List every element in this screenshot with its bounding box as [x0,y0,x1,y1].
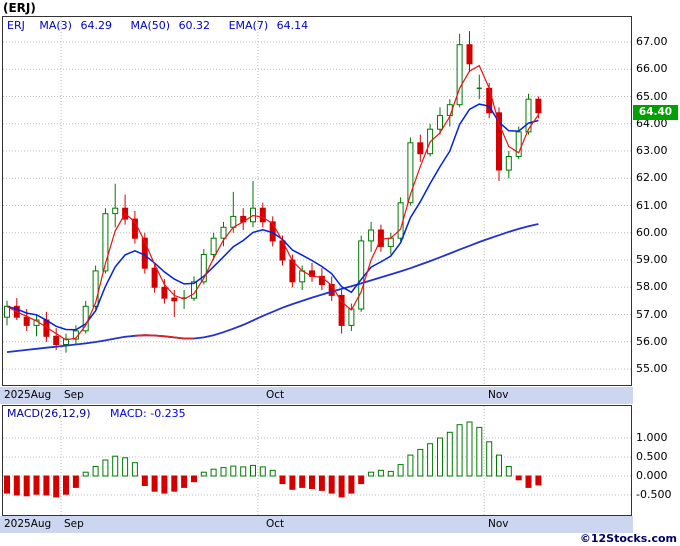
macd-legend-name: MACD(26,12,9) [7,407,91,420]
price-axis-label: 58.00 [636,280,668,294]
macd-axis-label: -0.500 [636,488,672,501]
price-axis-label: 67.00 [636,35,668,48]
x-axis-month-label: Sep [64,518,84,530]
macd-legend-value: MACD: -0.235 [110,407,186,420]
legend-ma3-label: MA(3) [39,19,72,32]
price-axis-label: 55.00 [636,362,668,375]
x-axis-month-label: Nov [488,389,509,401]
price-axis-label: 61.00 [636,198,668,212]
macd-axis-label: 0.500 [636,450,668,463]
x-axis-band-top: 2025Aug Sep Oct Nov [0,387,633,404]
x-axis-month-label: Oct [266,389,285,401]
x-axis-month-label: 2025Aug [4,389,52,401]
x-axis-month-label: 2025Aug [4,518,52,530]
last-price-badge: 64.40 [633,105,678,120]
price-legend: ERJ MA(3) 64.29 MA(50) 60.32 EMA(7) 64.1… [7,19,323,32]
x-axis-month-label: Nov [488,518,509,530]
legend-ma3-value: 64.29 [80,19,112,32]
price-axis-label: 56.00 [636,334,668,348]
macd-legend: MACD(26,12,9) MACD: -0.235 [7,407,186,420]
x-axis-band-bottom: 2025Aug Sep Oct Nov [0,516,633,533]
price-axis-label: 57.00 [636,307,668,321]
macd-axis-label: 0.000 [636,469,668,482]
price-axis-label: 60.00 [636,225,668,239]
price-axis-label: 63.00 [636,144,668,157]
price-axis-label: 65.00 [636,89,668,103]
macd-chart-canvas [3,406,631,515]
page-title: (ERJ) [3,1,36,15]
legend-ma50-value: 60.32 [178,19,211,32]
copyright-watermark: ©12Stocks.com [579,532,677,545]
legend-ema7-value: 64.14 [276,19,309,32]
x-axis-month-label: Sep [64,389,84,401]
legend-symbol: ERJ [7,19,25,32]
price-axis-label: 64.00 [636,116,668,130]
price-axis-label: 59.00 [636,253,668,266]
legend-ma50-label: MA(50) [130,19,171,32]
macd-axis-label: 1.000 [636,431,668,444]
legend-ema7-label: EMA(7) [228,19,269,32]
price-chart-panel: ERJ MA(3) 64.29 MA(50) 60.32 EMA(7) 64.1… [2,16,632,386]
price-axis-label: 62.00 [636,171,668,185]
price-chart-canvas [3,17,631,385]
x-axis-month-label: Oct [266,518,285,530]
price-axis-label: 66.00 [636,62,668,76]
macd-panel: MACD(26,12,9) MACD: -0.235 [2,405,632,516]
